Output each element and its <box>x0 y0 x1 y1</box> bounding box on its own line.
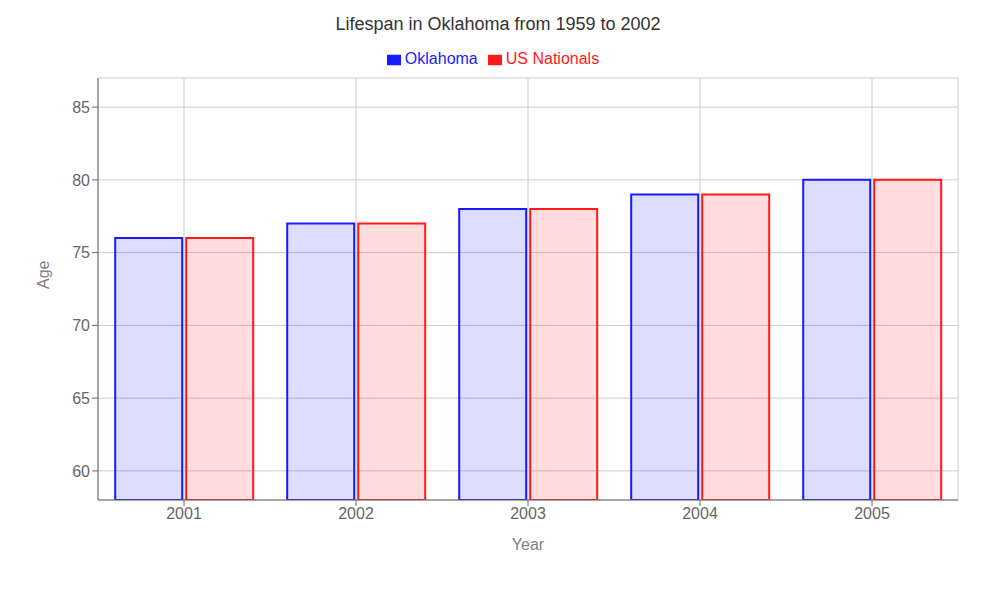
svg-text:2004: 2004 <box>682 505 718 522</box>
svg-text:Year: Year <box>512 536 545 553</box>
svg-text:2003: 2003 <box>510 505 546 522</box>
svg-text:65: 65 <box>72 390 90 407</box>
svg-text:2002: 2002 <box>338 505 374 522</box>
svg-text:80: 80 <box>72 172 90 189</box>
html-text:Oklahoma: Oklahoma <box>404 50 478 67</box>
svg-text:70: 70 <box>72 317 90 334</box>
svg-text:Age: Age <box>35 260 52 289</box>
svg-text:2005: 2005 <box>854 505 890 522</box>
html-text:US Nationals: US Nationals <box>505 50 600 67</box>
svg-text:85: 85 <box>72 99 90 116</box>
svg-text:60: 60 <box>72 463 90 480</box>
svg-text:75: 75 <box>72 244 90 261</box>
html-text:Lifespan in Oklahoma from 1959: Lifespan in Oklahoma from 1959 to 2002 <box>335 14 661 34</box>
svg-text:2001: 2001 <box>166 505 202 522</box>
